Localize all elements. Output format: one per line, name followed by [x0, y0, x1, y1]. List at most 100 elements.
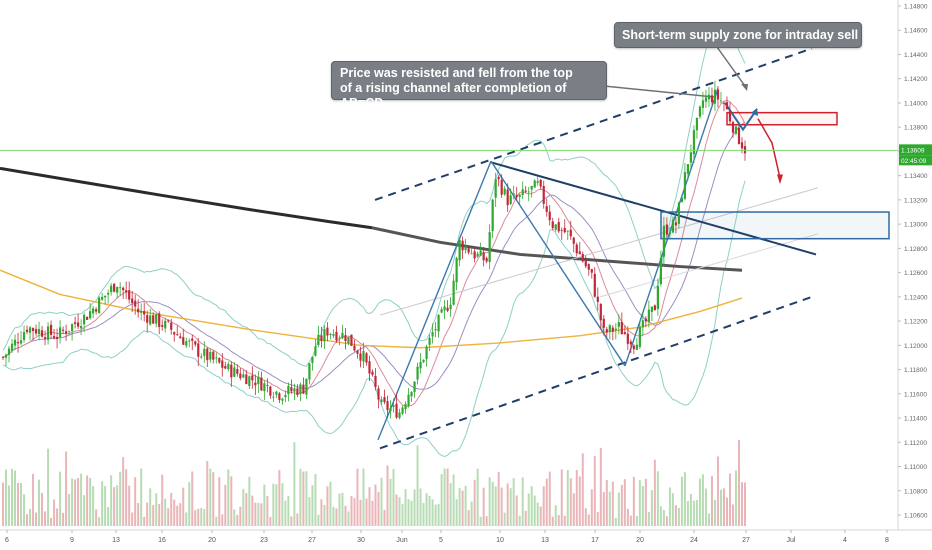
candle-body: [647, 309, 650, 322]
volume-bar: [497, 471, 500, 526]
volume-bar: [248, 476, 251, 526]
candle-body: [425, 346, 428, 360]
price-tick-label: 1.14600: [904, 28, 928, 35]
moving-average-long-projection: [371, 226, 743, 272]
volume-bar: [209, 468, 212, 526]
trend-line-thin: [379, 187, 819, 316]
volume-bar: [125, 469, 128, 526]
abcd-leg: [490, 160, 626, 367]
candle-body: [314, 346, 317, 356]
candle-body: [536, 181, 539, 183]
volume-bar: [449, 483, 452, 526]
candle-body: [629, 341, 632, 345]
volume-bar: [110, 475, 113, 526]
volume-bar: [317, 514, 320, 526]
volume-bar: [71, 478, 74, 526]
candle-body: [290, 387, 293, 392]
price-tick-label: 1.14200: [904, 76, 928, 83]
candle-body: [653, 305, 656, 311]
price-tick-label: 1.10600: [904, 513, 928, 520]
candle-body: [551, 221, 554, 229]
candle-body: [197, 343, 200, 357]
candle-body: [659, 257, 662, 285]
channel-lower-line: [379, 295, 813, 450]
candle-body: [206, 348, 209, 361]
volume-bar: [578, 476, 581, 526]
candle-body: [251, 375, 254, 381]
candle-body: [503, 188, 506, 195]
countdown-tag: [899, 155, 932, 166]
candle-body: [16, 341, 20, 344]
volume-bar: [44, 511, 47, 526]
volume-bar: [728, 473, 731, 526]
candle-body: [617, 322, 620, 327]
volume-bar: [350, 496, 353, 526]
candle-body: [473, 251, 476, 259]
volume-bar: [122, 457, 125, 526]
volume-bar: [485, 516, 488, 526]
candle-body: [623, 332, 626, 335]
candle-body: [230, 364, 233, 378]
candle-body: [278, 393, 281, 400]
candle-body: [608, 325, 611, 333]
candle-body: [611, 327, 614, 332]
candle-body: [374, 375, 377, 388]
candle-body: [323, 329, 326, 342]
volume-bar: [53, 499, 56, 526]
candle-body: [710, 95, 714, 103]
volume-bar: [296, 513, 299, 526]
volume-bar: [101, 481, 104, 526]
volume-bar: [530, 486, 533, 526]
candle-body: [524, 190, 527, 192]
volume-bar: [203, 509, 206, 526]
volume-bar: [185, 512, 188, 526]
volume-bar: [692, 500, 695, 526]
candle-body: [554, 224, 557, 230]
candle-body: [413, 381, 416, 393]
candle-body: [509, 195, 512, 204]
candle-body: [683, 172, 687, 199]
volume-bar: [128, 485, 131, 526]
volume-bar: [56, 508, 59, 526]
price-tick-label: 1.13200: [904, 197, 928, 204]
candle-body: [212, 351, 215, 360]
annotation-pointer: [716, 46, 746, 87]
volume-bar: [326, 486, 329, 526]
volume-bar: [221, 514, 224, 526]
volume-bar: [395, 494, 398, 526]
volume-bar: [590, 489, 593, 526]
volume-bar: [674, 505, 677, 526]
volume-bar: [623, 479, 626, 526]
candle-body: [674, 222, 678, 226]
volume-bar: [464, 485, 467, 526]
candle-body: [269, 386, 272, 396]
candle-body: [218, 358, 221, 363]
volume-bar: [197, 508, 200, 526]
candle-body: [446, 307, 449, 311]
candle-body: [587, 264, 590, 270]
candle-body: [305, 378, 308, 395]
candle-body: [449, 304, 452, 310]
candle-body: [89, 311, 92, 319]
candle-body: [584, 260, 587, 267]
candle-body: [61, 329, 65, 331]
volume-bar: [527, 493, 530, 526]
candle-body: [353, 345, 356, 351]
volume-bar: [308, 497, 311, 526]
candle-body: [626, 333, 629, 344]
volume-bar: [182, 487, 185, 526]
candle-body: [188, 340, 191, 342]
candle-body: [566, 230, 569, 232]
moving-average-long: [0, 166, 373, 230]
volume-bar: [152, 505, 155, 526]
arrow-head-down: [777, 174, 783, 185]
trend-line-thin: [599, 233, 819, 298]
candle-body: [326, 327, 329, 336]
volume-bar: [482, 487, 485, 526]
volume-bar: [38, 479, 41, 526]
candle-body: [668, 232, 671, 235]
candle-body: [70, 324, 74, 332]
volume-bar: [134, 477, 137, 526]
annotation-line-1: Price was resisted and fell from the top: [340, 66, 573, 80]
